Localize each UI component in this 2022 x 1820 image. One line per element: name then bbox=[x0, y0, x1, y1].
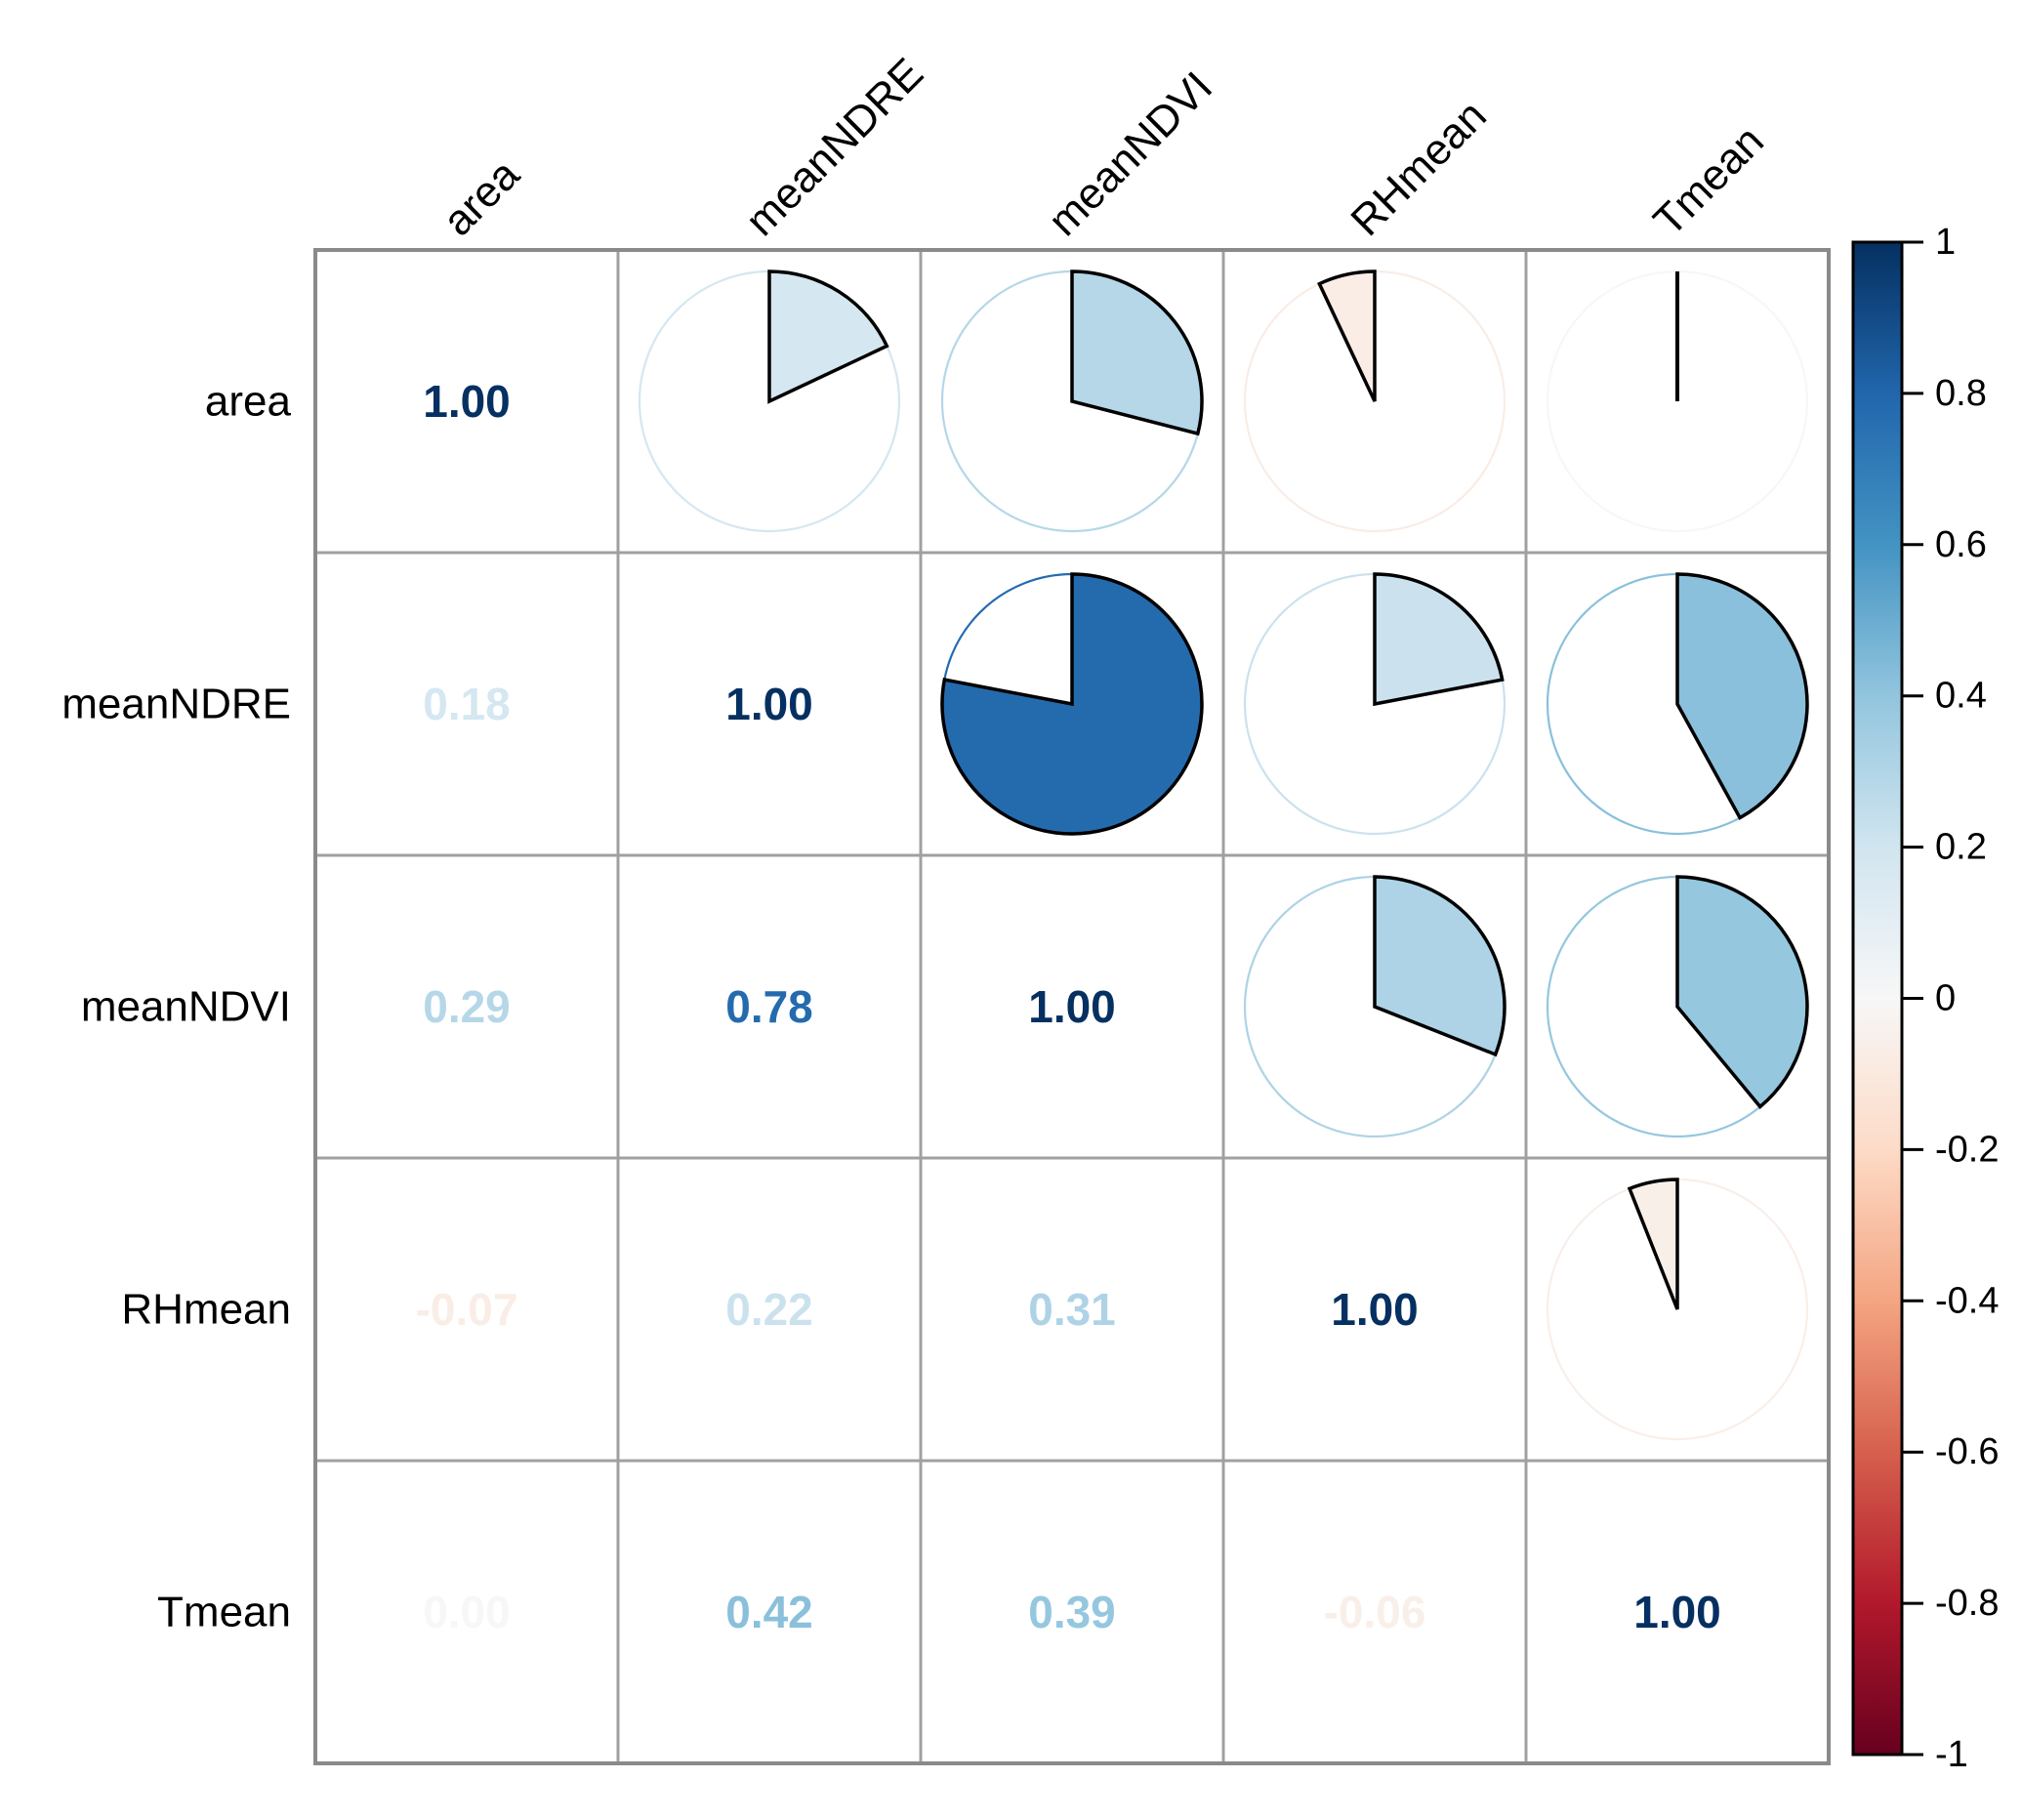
matrix-border bbox=[313, 248, 1831, 1765]
correlation-value: 1.00 bbox=[1028, 981, 1116, 1032]
correlation-value: 0.00 bbox=[423, 1587, 511, 1637]
correlation-value: 0.39 bbox=[1028, 1587, 1116, 1637]
row-label: Tmean bbox=[157, 1589, 291, 1636]
correlation-value: 0.31 bbox=[1028, 1284, 1116, 1335]
pie-wedge bbox=[1317, 269, 1377, 402]
correlation-value: -0.06 bbox=[1324, 1587, 1426, 1637]
colorbar-tick-label: -0.2 bbox=[1935, 1129, 1999, 1170]
correlation-value: 0.29 bbox=[423, 981, 511, 1032]
correlation-value: 0.42 bbox=[725, 1587, 813, 1637]
colorbar-tick-label: -1 bbox=[1935, 1734, 1968, 1775]
row-label: RHmean bbox=[121, 1286, 291, 1334]
correlation-value: 0.18 bbox=[423, 679, 511, 729]
correlation-value: 1.00 bbox=[423, 376, 511, 427]
pie-glyphs bbox=[638, 269, 1809, 1441]
correlation-value: -0.07 bbox=[416, 1284, 518, 1335]
colorbar-tick-label: 0.4 bbox=[1935, 676, 1987, 717]
colorbar-tick-label: -0.8 bbox=[1935, 1583, 1999, 1624]
column-label: Tmean bbox=[1644, 117, 1772, 245]
pie-wedge bbox=[940, 572, 1204, 836]
pie-wedge bbox=[1675, 572, 1809, 820]
pie-wedge bbox=[1373, 572, 1505, 707]
row-label: meanNDVI bbox=[81, 983, 291, 1031]
pie-wedge bbox=[1373, 875, 1506, 1057]
colorbar-tick-label: 1 bbox=[1935, 222, 1956, 263]
colorbar: 1 0.8 0.6 0.4 0.2 0 -0.2 -0.4 -0.6 -0.8 -1 bbox=[1851, 222, 1999, 1775]
row-label: area bbox=[205, 378, 292, 426]
column-label: RHmean bbox=[1341, 92, 1495, 245]
correlation-value: 1.00 bbox=[1633, 1587, 1721, 1637]
column-label: meanNDRE bbox=[736, 49, 932, 245]
pie-wedge bbox=[767, 269, 889, 404]
colorbar-tick-label: 0 bbox=[1935, 978, 1956, 1019]
column-label: area bbox=[433, 150, 528, 245]
colorbar-gradient bbox=[1851, 240, 1904, 1757]
column-label: meanNDVI bbox=[1039, 62, 1221, 245]
correlation-value: 1.00 bbox=[1331, 1284, 1419, 1335]
matrix-grid bbox=[313, 248, 1831, 1765]
correlation-value: 1.00 bbox=[725, 679, 813, 729]
colorbar-tick-label: 0.8 bbox=[1935, 373, 1987, 414]
colorbar-tick-label: -0.4 bbox=[1935, 1280, 1999, 1321]
colorbar-tick-label: 0.6 bbox=[1935, 524, 1987, 565]
colorbar-tick-label: 0.2 bbox=[1935, 827, 1987, 868]
correlation-value: 0.78 bbox=[725, 981, 813, 1032]
colorbar-tick-label: -0.6 bbox=[1935, 1431, 1999, 1472]
correlation-values: 1.00 0.18 1.00 0.29 0.78 1.00 -0.07 0.22 0.31 1.0… bbox=[416, 376, 1721, 1637]
column-labels: area meanNDRE meanNDVI RHmean Tmean bbox=[433, 49, 1772, 245]
row-label: meanNDRE bbox=[62, 681, 291, 728]
row-labels: area meanNDRE meanNDVI RHmean Tmean bbox=[62, 378, 291, 1636]
pie-wedge bbox=[1627, 1178, 1679, 1310]
pie-wedge bbox=[1070, 269, 1204, 436]
correlation-value: 0.22 bbox=[725, 1284, 813, 1335]
pie-wedge bbox=[1675, 875, 1809, 1109]
